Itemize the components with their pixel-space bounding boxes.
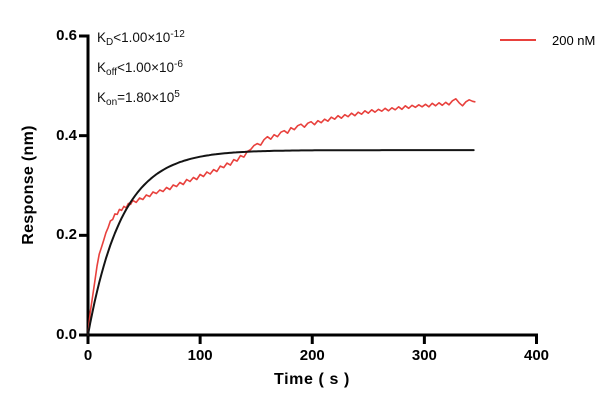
y-tick-label: 0.6 [56, 27, 77, 44]
y-tick-label: 0.0 [56, 326, 77, 343]
y-tick-label: 0.4 [56, 126, 77, 144]
x-tick-label: 100 [187, 347, 213, 364]
x-tick-label: 300 [411, 347, 437, 364]
kinetics-annotation-line: Koff<1.00×10-6 [97, 59, 183, 78]
x-axis-title: Time ( s ) [274, 371, 350, 388]
kinetics-annotation-line: Kon=1.80×105 [97, 89, 180, 108]
legend-label: 200 nM [552, 33, 596, 48]
y-tick-label: 0.2 [56, 226, 77, 244]
x-tick-label: 200 [299, 347, 325, 364]
kinetics-annotation-line: KD<1.00×10-12 [97, 29, 185, 48]
kinetics-annotation: KD<1.00×10-12 Koff<1.00×10-6 Kon=1.80×105 [97, 24, 185, 114]
x-tick-label: 0 [83, 347, 93, 364]
x-tick-label: 400 [523, 347, 550, 364]
fit-curve [87, 149, 475, 336]
measured-curve [87, 98, 476, 336]
